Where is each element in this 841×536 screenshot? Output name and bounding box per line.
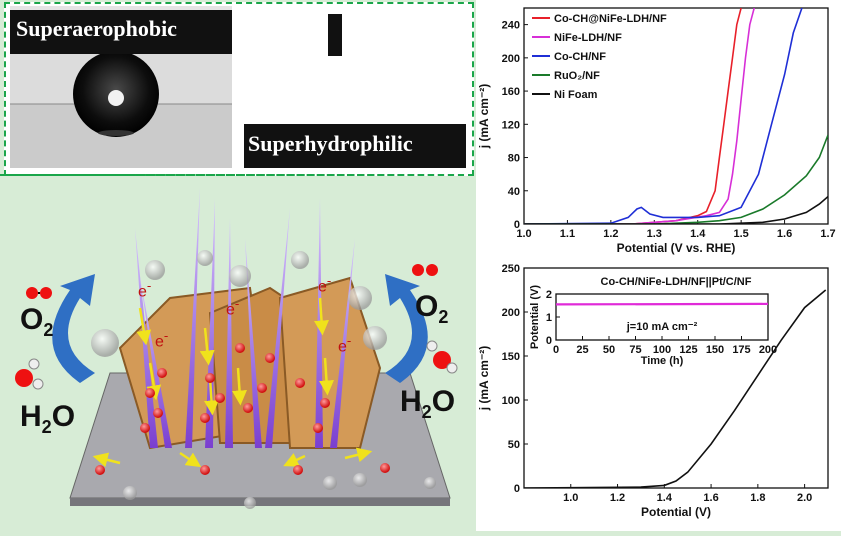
- lsv-x-tick-label: 1.0: [516, 228, 531, 240]
- electron-label: e-: [155, 328, 169, 351]
- lsv-x-tick-label: 1.7: [820, 228, 835, 240]
- cell-x-tick-label: 1.8: [750, 492, 765, 504]
- h2o-label-left: H2O: [20, 400, 76, 437]
- cell-series-line: [524, 289, 827, 488]
- legend-label: NiFe-LDH/NF: [554, 32, 622, 44]
- lsv-x-tick-label: 1.6: [777, 228, 792, 240]
- legend-label: Ni Foam: [554, 89, 598, 101]
- lsv-x-tick-label: 1.5: [733, 228, 748, 240]
- cell-y-tick-label: 0: [514, 483, 520, 495]
- cell-chart-title: Co-CH/NiFe-LDH/NF||Pt/C/NF: [601, 276, 752, 288]
- lsv-chart: 1.0 1.1 1.2 1.3 1.4 1.5 1.6 1.7 0 40 80 120 160 200 24…: [477, 7, 836, 255]
- photo-art: [10, 6, 466, 168]
- lsv-series-line: [524, 8, 803, 224]
- inset-x-tick-label: 200: [759, 344, 777, 356]
- lsv-y-tick-label: 200: [502, 53, 520, 65]
- o2-label-right: O2: [415, 290, 449, 327]
- h2o-label-right: H2O: [400, 385, 456, 422]
- lsv-chart-panel: 1.0 1.1 1.2 1.3 1.4 1.5 1.6 1.7 0 40 80 120 160 200 24…: [476, 0, 841, 262]
- electron-flow-arrows: [92, 297, 373, 468]
- full-cell-chart-panel: 1.0 1.2 1.4 1.6 1.8 2.0 0 50 100 150 200 250 Potenti…: [476, 262, 841, 531]
- cell-x-tick-label: 1.2: [610, 492, 625, 504]
- cell-y-tick-label: 50: [508, 439, 520, 451]
- inset-x-tick-label: 150: [706, 344, 724, 356]
- lsv-x-tick-label: 1.1: [560, 228, 575, 240]
- droplet-needle: [328, 14, 342, 56]
- lsv-y-tick-label: 120: [502, 119, 520, 131]
- legend-label: RuO₂/NF: [554, 70, 600, 82]
- schematic-panel: O2 O2 H2O H2O e- e- e- e- e-: [0, 178, 480, 531]
- cell-y-axis-label: j (mA cm⁻²): [477, 346, 491, 412]
- lsv-y-axis-label: j (mA cm⁻²): [477, 84, 491, 150]
- lsv-y-tick-label: 0: [514, 219, 520, 231]
- inset-x-tick-label: 125: [679, 344, 697, 356]
- lsv-x-tick-label: 1.2: [603, 228, 618, 240]
- gas-bubbles: [91, 250, 436, 509]
- inset-x-tick-label: 75: [629, 344, 641, 356]
- photo-panel: Superaerophobic Superhydrophilic: [4, 2, 474, 176]
- inset-x-tick-label: 175: [732, 344, 750, 356]
- cell-y-tick-label: 200: [502, 307, 520, 319]
- legend-label: Co-CH/NF: [554, 51, 606, 63]
- inset-y-tick-label: 2: [546, 289, 552, 301]
- o2-label-left: O2: [20, 303, 54, 340]
- cell-plot-frame: [523, 267, 829, 489]
- o2-molecule-icon: [26, 287, 52, 299]
- lsv-series-line: [524, 195, 828, 224]
- cell-x-tick-label: 1.4: [657, 492, 673, 504]
- cell-x-tick-label: 2.0: [797, 492, 812, 504]
- cell-x-tick-label: 1.6: [703, 492, 718, 504]
- lsv-x-tick-label: 1.3: [647, 228, 662, 240]
- cell-y-tick-label: 150: [502, 351, 520, 363]
- inset-y-axis-label: Potential (V): [529, 285, 541, 350]
- lsv-x-tick-label: 1.4: [690, 228, 706, 240]
- schematic-art: [15, 188, 458, 509]
- legend-label: Co-CH@NiFe-LDH/NF: [554, 13, 667, 25]
- inset-series-line: [556, 302, 768, 306]
- h2o-molecule-icon: [15, 358, 44, 390]
- electron-label: e-: [226, 296, 240, 319]
- inset-plot-frame: [555, 293, 769, 341]
- inset-annotation: j=10 mA cm⁻²: [626, 321, 698, 333]
- inset-x-axis-label: Time (h): [641, 355, 684, 367]
- superhydrophilic-label: Superhydrophilic: [248, 131, 413, 156]
- inset-x-tick-label: 0: [553, 344, 559, 356]
- full-cell-chart: 1.0 1.2 1.4 1.6 1.8 2.0050100150200250Potenti…: [477, 263, 829, 519]
- inset-y-tick-label: 1: [546, 312, 552, 324]
- lsv-series-line: [524, 8, 755, 224]
- electron-label: e-: [318, 273, 332, 296]
- o2-molecule-icon: [412, 264, 438, 276]
- electron-label: e-: [338, 333, 352, 356]
- lsv-y-tick-label: 80: [508, 153, 520, 165]
- lsv-y-tick-label: 240: [502, 20, 520, 32]
- electron-label: e-: [138, 278, 152, 301]
- cell-y-tick-label: 100: [502, 395, 520, 407]
- oxygen-bubbles: [95, 343, 390, 475]
- superaerophobic-label: Superaerophobic: [16, 16, 177, 41]
- inset-x-tick-label: 50: [603, 344, 615, 356]
- lsv-y-tick-label: 40: [508, 186, 520, 198]
- lsv-series-line: [524, 134, 828, 224]
- inset-y-tick-label: 0: [546, 335, 552, 347]
- cell-x-tick-label: 1.0: [563, 492, 578, 504]
- inset-x-tick-label: 100: [653, 344, 671, 356]
- reaction-arrow-left: [52, 274, 95, 383]
- reaction-arrow-right: [385, 274, 428, 383]
- lsv-x-axis-label: Potential (V vs. RHE): [617, 241, 736, 255]
- h2o-molecule-icon: [426, 340, 458, 374]
- inset-x-tick-label: 25: [576, 344, 588, 356]
- cell-x-axis-label: Potential (V): [641, 505, 711, 519]
- divider-horizontal: [0, 174, 474, 176]
- cell-y-tick-label: 250: [502, 263, 520, 275]
- lsv-y-tick-label: 160: [502, 86, 520, 98]
- nanosheet: [278, 276, 382, 449]
